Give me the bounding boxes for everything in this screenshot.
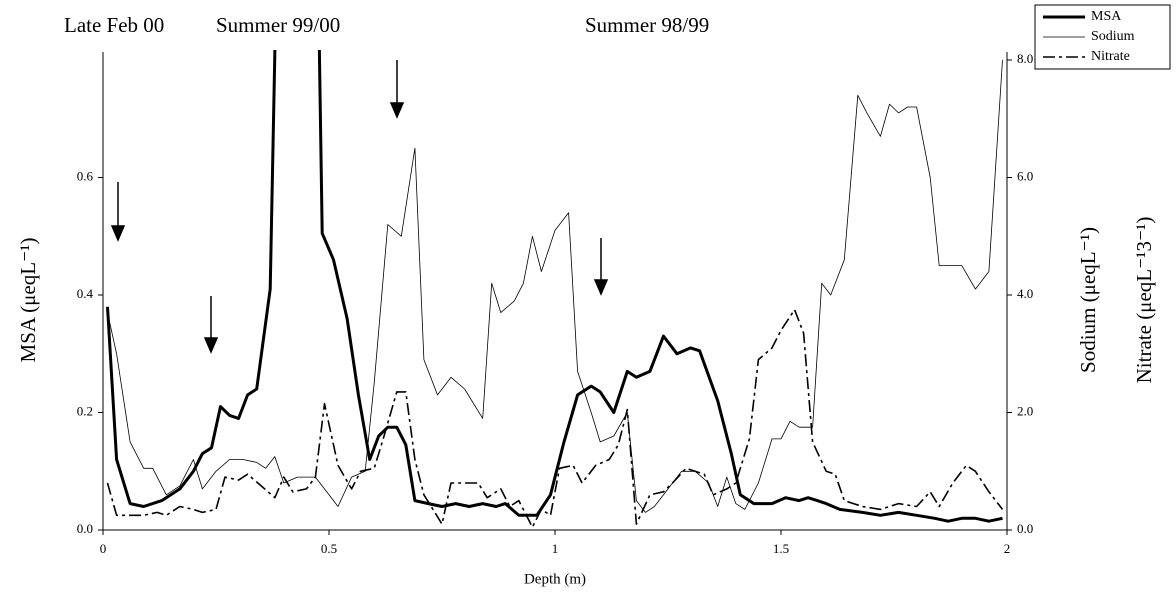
legend-label: Nitrate: [1091, 49, 1130, 64]
x-tick-label: 1: [552, 541, 559, 556]
annotation: Summer 99/00: [216, 13, 340, 37]
y2-tick-label: 4.0: [1017, 286, 1033, 301]
x-tick-label: 0.5: [321, 541, 337, 556]
legend-label: MSA: [1091, 9, 1122, 24]
series-line: [106, 50, 1003, 523]
y2-tick-label: 6.0: [1017, 168, 1033, 183]
y-tick-label: 0.2: [77, 403, 93, 418]
plot-area: [106, 50, 1004, 528]
y2-tick-label: 2.0: [1017, 403, 1033, 418]
annotation: Late Feb 00: [64, 13, 164, 37]
series-line: [107, 59, 1003, 513]
y2-tick-label: 0.0: [1017, 521, 1033, 536]
annotation: Summer 98/99: [585, 13, 709, 37]
y2-axis-label: Nitrate (μeqL⁻¹3⁻¹): [1132, 217, 1156, 384]
y-tick-label: 0.0: [77, 521, 93, 536]
y-tick-label: 0.6: [77, 168, 94, 183]
arrows: [110, 60, 609, 354]
y-axis-label: MSA (μeqL⁻¹): [16, 238, 40, 363]
x-tick-label: 1.5: [773, 541, 789, 556]
series-line: [106, 308, 1004, 528]
x-tick-label: 0: [100, 541, 107, 556]
x-tick-label: 2: [1004, 541, 1011, 556]
y2-tick-label: 8.0: [1017, 51, 1033, 66]
x-axis-label: Depth (m): [524, 571, 586, 587]
y2-axis-label: Sodium (μeqL⁻¹): [1076, 227, 1100, 373]
y-tick-label: 0.4: [77, 286, 94, 301]
legend-label: Sodium: [1091, 29, 1135, 44]
